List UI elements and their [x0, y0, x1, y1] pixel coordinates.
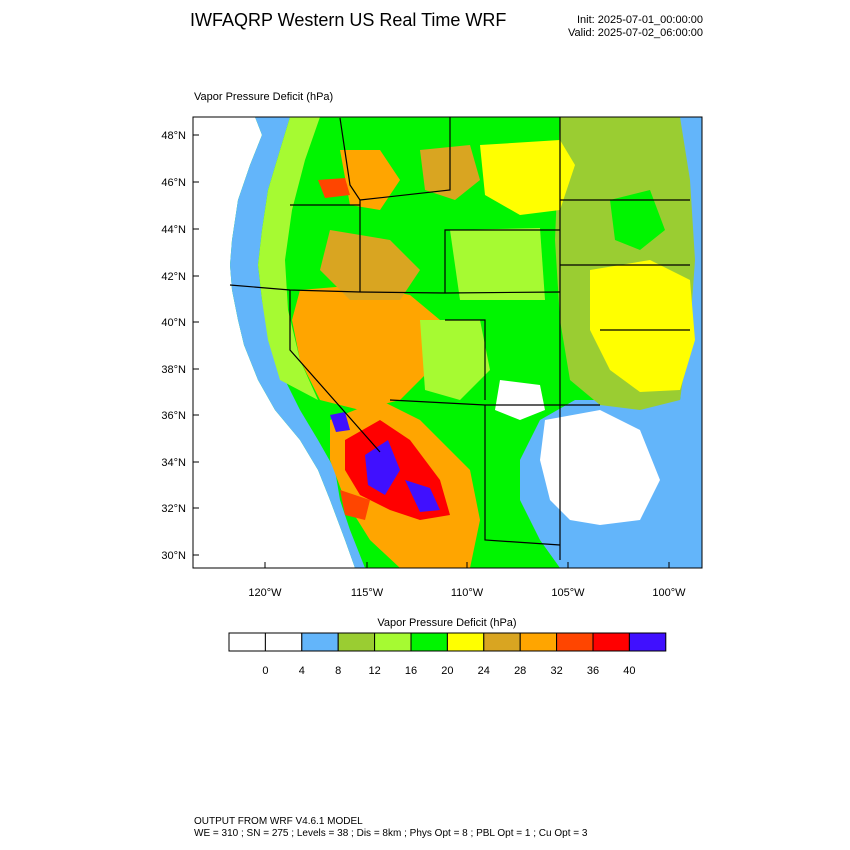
colorbar-tick-label: 0 — [262, 665, 268, 677]
southwest-blue-core — [365, 440, 400, 495]
lat-label: 36°N — [161, 410, 186, 422]
colorbar-tick-label: 40 — [623, 665, 635, 677]
lon-label: 100°W — [652, 587, 686, 599]
colorbar-box — [228, 632, 266, 652]
colorbar-ticks: 0 4 8 12 16 20 24 28 32 36 40 — [262, 665, 635, 677]
lon-label: 120°W — [248, 587, 282, 599]
coastal-band — [230, 117, 365, 568]
ocean — [193, 117, 355, 568]
plains-green-patch — [610, 190, 665, 250]
colorbar-tick-label: 36 — [587, 665, 599, 677]
lat-labels: 48°N 46°N 44°N 42°N 40°N 38°N 36°N 34°N … — [161, 130, 186, 562]
plains-yellow-central — [590, 260, 695, 392]
wa-hotspot — [318, 178, 350, 198]
utah-lightgreen — [420, 320, 490, 400]
colorbar-box — [337, 632, 376, 652]
baja-orangered — [340, 490, 370, 520]
footer-line2: WE = 310 ; SN = 275 ; Levels = 38 ; Dis … — [194, 828, 588, 839]
lat-label: 38°N — [161, 364, 186, 376]
coastal-green — [258, 117, 320, 400]
colorbar-box — [301, 632, 339, 652]
colorbar-tick-label: 8 — [335, 665, 341, 677]
lon-label: 115°W — [351, 587, 384, 599]
colorbar-box — [519, 632, 558, 652]
colorbar-tick-label: 20 — [441, 665, 453, 677]
valid-time: Valid: 2025-07-02_06:00:00 — [568, 27, 703, 39]
lat-label: 42°N — [161, 271, 186, 283]
colorbar-tick-label: 28 — [514, 665, 526, 677]
colorbar-box — [264, 632, 303, 652]
lat-ticks — [193, 134, 199, 556]
colorbar-tick-label: 24 — [478, 665, 490, 677]
footer: OUTPUT FROM WRF V4.6.1 MODEL WE = 310 ; … — [194, 816, 587, 840]
lat-label: 32°N — [161, 503, 186, 515]
colorbar-tick-label: 32 — [550, 665, 562, 677]
colorbar-box — [374, 632, 412, 652]
colorbar — [228, 632, 667, 652]
init-valid-block: Init: 2025-07-01_00:00:00 Valid: 2025-07… — [568, 14, 703, 40]
basin-goldenrod — [320, 230, 420, 300]
lat-label: 46°N — [161, 177, 186, 189]
vpd-field — [193, 117, 702, 568]
basin-orange — [292, 285, 440, 410]
plains-white — [540, 410, 660, 525]
lon-ticks — [264, 562, 670, 568]
lat-label: 30°N — [161, 550, 186, 562]
colorbar-box — [592, 632, 630, 652]
colorbar-tick-label: 12 — [368, 665, 380, 677]
texas-white — [495, 380, 545, 420]
plains-yellow-north — [480, 140, 575, 215]
page-title: IWFAQRP Western US Real Time WRF — [190, 10, 507, 30]
state-boundaries — [229, 117, 690, 560]
init-time: Init: 2025-07-01_00:00:00 — [577, 14, 703, 26]
wyoming-lightgreen — [450, 228, 545, 300]
colorbar-box — [628, 632, 667, 652]
colorbar-box — [556, 632, 594, 652]
lon-label: 110°W — [451, 587, 484, 599]
lat-label: 48°N — [161, 130, 186, 142]
colorbar-box — [446, 632, 485, 652]
southwest-blue-core2 — [405, 480, 440, 512]
colorbar-box — [410, 632, 448, 652]
idaho-orange — [340, 150, 400, 210]
colorbar-tick-label: 16 — [405, 665, 417, 677]
footer-line1: OUTPUT FROM WRF V4.6.1 MODEL — [194, 816, 363, 827]
map-variable-label: Vapor Pressure Deficit (hPa) — [194, 91, 334, 103]
colorbar-title: Vapor Pressure Deficit (hPa) — [377, 617, 516, 629]
lon-label: 105°W — [551, 587, 585, 599]
southwest-blue-core3 — [330, 412, 350, 432]
map-frame — [192, 116, 703, 569]
lat-label: 40°N — [161, 317, 186, 329]
lat-label: 44°N — [161, 224, 186, 236]
lon-labels: 120°W 115°W 110°W 105°W 100°W — [248, 587, 686, 599]
lat-label: 34°N — [161, 457, 186, 469]
colorbar-box — [483, 632, 521, 652]
colorbar-tick-label: 4 — [299, 665, 305, 677]
